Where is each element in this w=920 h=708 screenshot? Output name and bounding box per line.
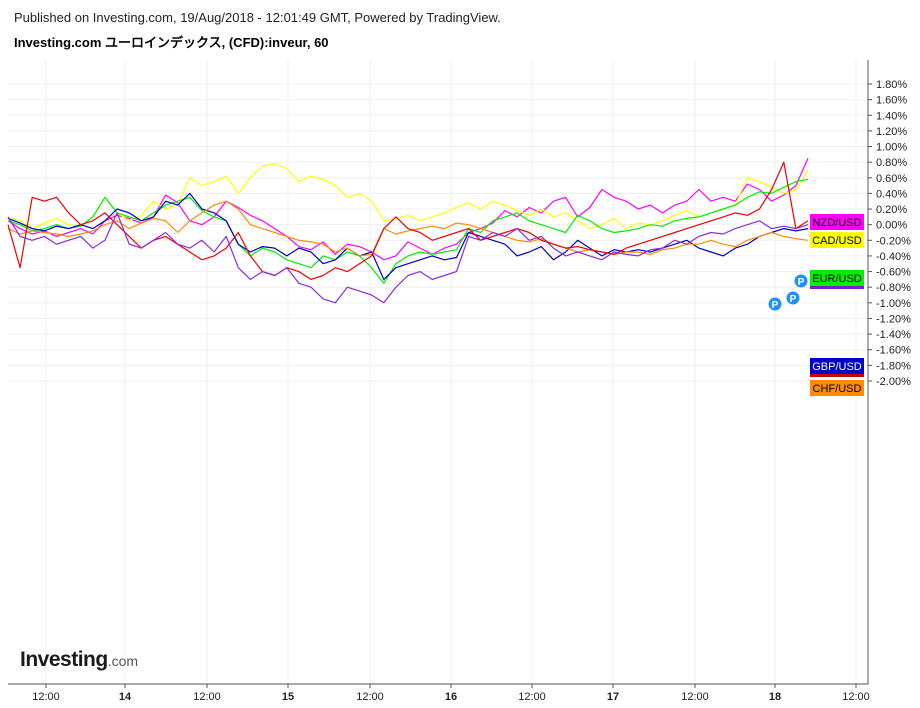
- chart-series: [7, 157, 809, 304]
- logo-main: Investing: [20, 648, 108, 671]
- x-tick-label: 15: [282, 691, 294, 703]
- series-label: CAD/USD: [812, 235, 862, 247]
- y-tick-label: 1.20%: [876, 126, 907, 138]
- y-tick-label: -2.00%: [876, 376, 911, 388]
- x-tick-label: 12:00: [32, 691, 60, 703]
- y-tick-label: 1.80%: [876, 79, 907, 91]
- x-tick-label: 12:00: [842, 691, 870, 703]
- chart-title: Investing.com ユーロインデックス, (CFD):inveur, 6…: [14, 35, 329, 50]
- marker-circle: [793, 273, 809, 289]
- logo-suffix: .com: [107, 653, 139, 669]
- series-line: [7, 212, 809, 304]
- x-tick-label: 12:00: [518, 691, 546, 703]
- x-tick-label: 14: [119, 691, 132, 703]
- y-tick-label: 0.80%: [876, 157, 907, 169]
- y-tick-label: -0.60%: [876, 267, 911, 279]
- series-label-bg: [810, 214, 864, 230]
- y-tick-label: 1.00%: [876, 142, 907, 154]
- x-tick-label: 12:00: [356, 691, 384, 703]
- x-tick-label: 12:00: [193, 691, 221, 703]
- y-tick-label: -1.00%: [876, 298, 911, 310]
- y-tick-label: 0.00%: [876, 220, 907, 232]
- series-label-bg: [810, 232, 864, 248]
- y-tick-label: 1.40%: [876, 110, 907, 122]
- y-tick-label: -1.40%: [876, 329, 911, 341]
- series-label-bg: [810, 270, 864, 286]
- y-tick-label: -0.80%: [876, 282, 911, 294]
- series-label: EUR/USD: [812, 273, 862, 285]
- investing-logo: Investing.com: [20, 648, 138, 672]
- chart-grid: [8, 60, 868, 684]
- series-line: [7, 161, 809, 280]
- y-tick-label: 0.40%: [876, 188, 907, 200]
- series-label-bg: [810, 358, 864, 374]
- published-caption: Published on Investing.com, 19/Aug/2018 …: [14, 10, 501, 25]
- marker-circle: [767, 296, 783, 312]
- series-label: CHF/USD: [813, 383, 862, 395]
- y-tick-label: 0.20%: [876, 204, 907, 216]
- chart-markers: PPP: [767, 273, 809, 312]
- marker-circle: [785, 290, 801, 306]
- y-tick-label: -1.80%: [876, 360, 911, 372]
- y-tick-label: -0.40%: [876, 251, 911, 263]
- y-axis: 1.80% 1.60% 1.40% 1.20% 1.00% 0.80% 0.60% 0.40%…: [867, 60, 911, 684]
- series-line: [7, 163, 809, 230]
- series-labels: NZD/USD CAD/USD EUR/USD GBP/USD CHF/USD: [810, 214, 864, 396]
- y-tick-label: 0.60%: [876, 173, 907, 185]
- y-tick-label: -1.60%: [876, 345, 911, 357]
- series-label: GBP/USD: [812, 361, 862, 373]
- x-tick-label: 12:00: [681, 691, 709, 703]
- series-line: [7, 200, 809, 257]
- x-axis: 12:00 14 12:00 15 12:00 16 12:00 17 12:00 18 12:00: [8, 683, 870, 703]
- series-line: [7, 192, 809, 280]
- marker-label: P: [798, 277, 805, 288]
- y-tick-label: -0.20%: [876, 235, 911, 247]
- marker-label: P: [772, 300, 779, 311]
- marker-label: P: [790, 294, 797, 305]
- y-tick-label: -1.20%: [876, 313, 911, 325]
- x-tick-label: 18: [769, 691, 781, 703]
- y-tick-label: 1.60%: [876, 95, 907, 107]
- x-tick-label: 17: [607, 691, 619, 703]
- series-label-bg: [810, 380, 864, 396]
- x-tick-label: 16: [445, 691, 457, 703]
- series-label: NZD/USD: [813, 217, 862, 229]
